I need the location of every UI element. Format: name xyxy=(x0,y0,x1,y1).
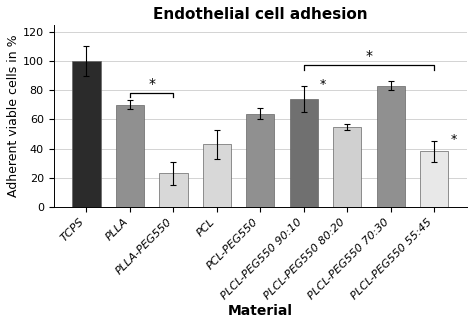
Y-axis label: Adherent viable cells in %: Adherent viable cells in % xyxy=(7,34,20,197)
Bar xyxy=(290,99,318,207)
X-axis label: Material: Material xyxy=(228,304,293,318)
Bar xyxy=(159,174,188,207)
Bar xyxy=(376,86,405,207)
Title: Endothelial cell adhesion: Endothelial cell adhesion xyxy=(153,7,368,22)
Text: *: * xyxy=(365,49,373,63)
Bar xyxy=(203,144,231,207)
Bar xyxy=(116,105,144,207)
Bar xyxy=(420,151,448,207)
Text: *: * xyxy=(450,133,456,146)
Bar xyxy=(73,61,100,207)
Bar xyxy=(246,113,274,207)
Text: *: * xyxy=(320,78,326,91)
Bar xyxy=(333,127,361,207)
Text: *: * xyxy=(148,77,155,91)
